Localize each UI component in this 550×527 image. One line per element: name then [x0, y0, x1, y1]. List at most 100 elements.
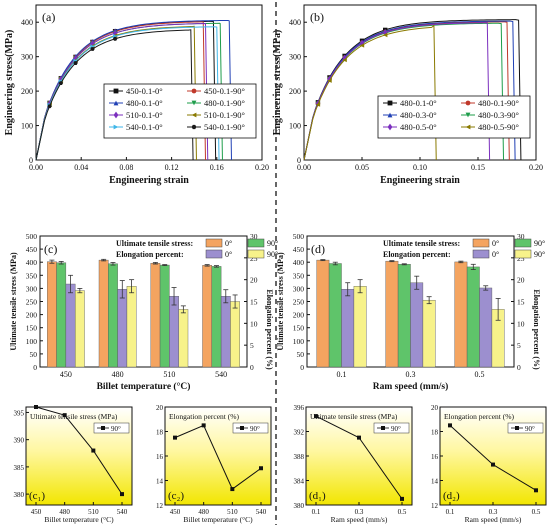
y-tick-label: 200: [21, 87, 33, 96]
bar: [178, 309, 189, 368]
bar: [108, 263, 118, 368]
x-tick-label: 480: [59, 508, 70, 516]
y-tick-label: 500: [293, 232, 305, 241]
legend-label: 480-0.1-90°: [204, 98, 245, 108]
panel-c: 0501001502002503003504004505000510152025…: [9, 232, 278, 392]
y2-axis-label: Elongation percent (%): [265, 289, 274, 370]
x-tick-label: 540: [215, 370, 227, 379]
legend-marker: [465, 124, 471, 130]
y-tick-label: 400: [26, 258, 38, 267]
legend-label: 450-0.1-90°: [204, 86, 245, 96]
y-tick-label: 395: [14, 409, 25, 417]
panel-title: Elongation percent (%): [444, 412, 514, 421]
legend-label: 90°: [391, 425, 401, 433]
panel-title: Ultimate tensile stress (MPa): [30, 412, 118, 421]
legend-label: 480-0.5-90°: [478, 122, 519, 132]
y2-tick-label: 5: [250, 341, 254, 350]
legend-label: 480-0.3-0°: [400, 110, 437, 120]
y-tick-label: 14: [431, 478, 439, 486]
y-tick-label: 0: [29, 156, 33, 165]
panel-title: Elongation percent (%): [169, 412, 239, 421]
bar: [150, 263, 161, 368]
bar: [479, 287, 493, 368]
y2-tick-label: 25: [517, 254, 525, 263]
bar: [316, 259, 330, 368]
legend-marker: [191, 112, 197, 118]
bar: [454, 261, 468, 368]
y-tick-label: 300: [293, 284, 305, 293]
legend-swatch: [514, 238, 532, 248]
y-tick-label: 100: [26, 337, 38, 346]
x-tick-label: 0.12: [165, 163, 179, 172]
x-tick-label: 0.15: [471, 163, 485, 172]
x-tick-label: 540: [117, 508, 128, 516]
panel-d: 0 50 100 150 200 250 300 350 400 450 500 0 5 10 15 20 25…: [276, 232, 545, 392]
legend-marker: [113, 111, 119, 119]
y-tick-label: 300: [289, 53, 301, 62]
legend-marker: [113, 100, 119, 106]
curve-marker: [73, 61, 78, 65]
legend-swatch: [514, 249, 532, 259]
y-tick-label: 200: [289, 87, 301, 96]
y-tick-label: 16: [431, 453, 439, 461]
data-point: [491, 462, 495, 467]
panel-label: (c): [44, 242, 57, 256]
y-axis-label: Engineering stress(MPa): [4, 30, 15, 136]
legend-marker: [191, 124, 197, 130]
legend-marker: [113, 124, 119, 130]
bar: [397, 264, 411, 368]
x-tick-label: 450: [31, 508, 42, 516]
y-tick-label: 150: [26, 324, 38, 333]
legend-box: [93, 422, 130, 434]
y-tick-label: 100: [21, 122, 33, 131]
y-tick-label: 0: [297, 156, 301, 165]
data-point: [400, 496, 404, 501]
legend-label: 0°: [492, 250, 499, 259]
legend-row-label: Elongation percent:: [116, 250, 184, 259]
y2-tick-label: 15: [250, 298, 258, 307]
y-tick-label: 350: [26, 271, 38, 280]
data-point: [230, 487, 235, 492]
y-tick-label: 0: [33, 363, 37, 372]
legend-swatch: [472, 249, 490, 259]
x-tick-label: 0.00: [297, 163, 311, 172]
x-tick-label: 450: [170, 508, 181, 516]
bar: [56, 262, 67, 368]
legend-marker: [387, 123, 393, 131]
stress-strain-curve: [303, 24, 437, 161]
x-tick-label: 0.5: [475, 370, 485, 379]
bar: [410, 282, 424, 368]
y-tick-label: 14: [156, 478, 164, 486]
x-axis-label: Ram speed (mm/s): [331, 515, 388, 524]
y-tick-label: 18: [431, 429, 439, 437]
data-point: [91, 448, 96, 453]
x-tick-label: 0.05: [355, 163, 369, 172]
legend-label: 90°: [111, 425, 121, 433]
legend-swatch: [205, 249, 223, 259]
bar: [220, 296, 231, 368]
panel-d1: 380 384 388 392 396 0.1 0.3 0.5 Ram speed (mm/s)…: [294, 404, 413, 524]
y2-tick-label: 30: [250, 232, 258, 241]
bar: [385, 260, 399, 368]
y-tick-label: 400: [293, 258, 305, 267]
y-tick-label: 384: [294, 478, 305, 486]
legend-box: [232, 422, 269, 434]
x-axis-label: Billet temperature (°C): [183, 515, 253, 524]
y-axis-label: Ultimate tensile stress (MPa): [276, 252, 285, 351]
data-point: [357, 435, 361, 440]
curve-marker: [315, 102, 321, 107]
bar: [341, 289, 355, 368]
x-tick-label: 0.5: [398, 508, 407, 516]
x-tick-label: 0.20: [255, 163, 269, 172]
legend-label: 0°: [492, 239, 499, 248]
y-tick-label: 12: [431, 502, 439, 510]
x-tick-label: 510: [163, 370, 175, 379]
x-tick-label: 0.08: [119, 163, 133, 172]
legend-marker: [465, 112, 471, 118]
legend-swatch: [472, 238, 490, 248]
bar: [74, 290, 85, 368]
y2-tick-label: 10: [517, 319, 525, 328]
y-tick-label: 300: [26, 284, 38, 293]
